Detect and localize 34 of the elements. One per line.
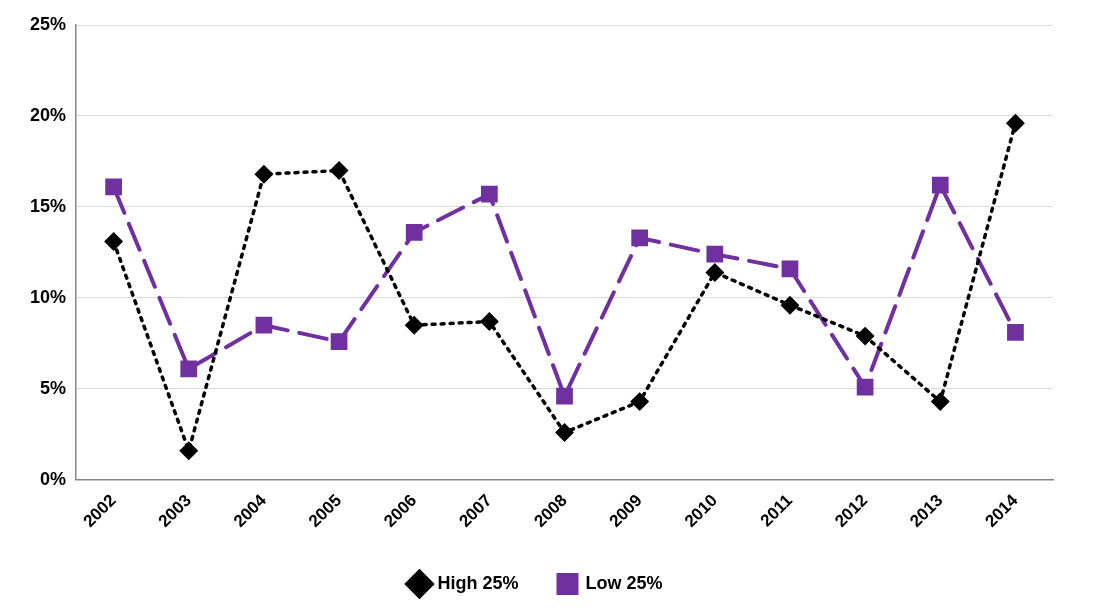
point <box>856 327 874 345</box>
point <box>781 260 799 278</box>
y-tick-label: 5% <box>40 377 67 398</box>
point <box>180 441 198 460</box>
point <box>555 423 574 442</box>
point <box>480 312 499 331</box>
point <box>706 245 724 263</box>
legend-label: High 25% <box>437 572 519 593</box>
point <box>856 378 874 396</box>
point <box>255 316 273 334</box>
point <box>330 333 348 350</box>
y-tick-label: 0% <box>40 468 67 489</box>
point <box>630 392 649 411</box>
point <box>556 387 573 405</box>
y-tick-label: 10% <box>30 286 67 307</box>
point <box>330 161 348 180</box>
point <box>931 176 949 194</box>
legend-label: Low 25% <box>585 572 663 593</box>
point <box>931 392 950 411</box>
y-tick-label: 25% <box>30 13 67 34</box>
point <box>105 178 122 196</box>
point <box>706 263 724 282</box>
y-tick-label: 20% <box>30 104 67 125</box>
point <box>481 185 498 203</box>
point <box>255 165 273 183</box>
point <box>631 229 649 247</box>
point <box>1006 114 1025 132</box>
point <box>405 316 423 334</box>
point <box>405 224 423 241</box>
point <box>1007 324 1024 341</box>
y-tick-label: 15% <box>30 195 67 216</box>
point <box>104 232 123 251</box>
point <box>781 296 799 314</box>
point <box>180 360 198 378</box>
